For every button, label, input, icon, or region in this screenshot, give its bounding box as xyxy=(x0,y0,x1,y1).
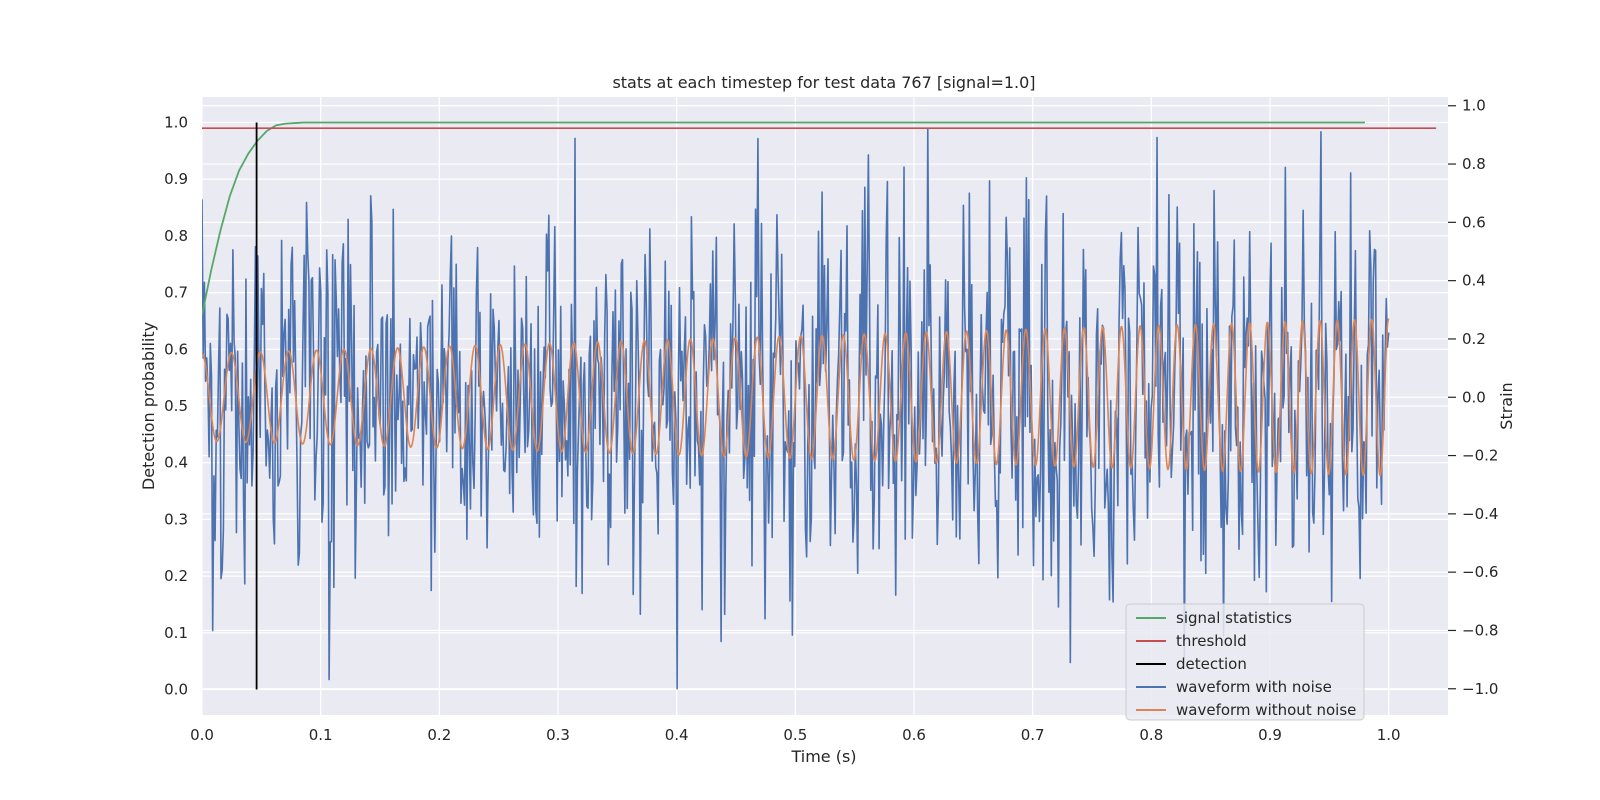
plot-lines xyxy=(202,121,1437,690)
x-tick-label: 0.9 xyxy=(1258,726,1282,744)
legend-label: detection xyxy=(1176,655,1247,673)
y-tick-label-right: −0.6 xyxy=(1462,563,1498,581)
y-tick-label-left: 0.2 xyxy=(164,567,188,585)
y-tick-label-left: 0.6 xyxy=(164,340,188,358)
y-tick-label-right: 0.0 xyxy=(1462,388,1486,406)
x-tick-label: 0.2 xyxy=(427,726,451,744)
y-tick-label-right: −1.0 xyxy=(1462,680,1498,698)
x-tick-label: 0.4 xyxy=(665,726,689,744)
y-tick-label-left: 1.0 xyxy=(164,114,188,132)
y-tick-label-right: 1.0 xyxy=(1462,97,1486,115)
y-tick-label-right: −0.8 xyxy=(1462,621,1498,639)
y-tick-label-right: −0.2 xyxy=(1462,447,1498,465)
y-axis-right-label: Strain xyxy=(1497,382,1516,429)
y-tick-label-left: 0.1 xyxy=(164,624,188,642)
x-tick-label: 0.0 xyxy=(190,726,214,744)
legend-label: waveform with noise xyxy=(1176,678,1332,696)
y-tick-label-left: 0.3 xyxy=(164,510,188,528)
y-tick-label-left: 0.9 xyxy=(164,170,188,188)
chart-title: stats at each timestep for test data 767… xyxy=(612,73,1035,92)
x-axis-ticks: 0.0 0.1 0.2 0.3 0.4 0.5 0.6 0.7 0.8 0.9 1.0 xyxy=(190,726,1401,744)
y-axis-left-label: Detection probability xyxy=(139,322,158,490)
y-tick-label-left: 0.4 xyxy=(164,454,188,472)
y-tick-label-left: 0.5 xyxy=(164,397,188,415)
y-axis-left-ticks: 0.0 0.1 0.2 0.3 0.4 0.5 0.6 0.7 0.8 0.9 1.0 xyxy=(164,114,188,699)
x-tick-label: 1.0 xyxy=(1377,726,1401,744)
legend-label: signal statistics xyxy=(1176,609,1292,627)
series-waveform-without-noise xyxy=(202,318,1390,477)
x-tick-label: 0.1 xyxy=(309,726,333,744)
y-tick-label-right: −0.4 xyxy=(1462,505,1498,523)
x-tick-label: 0.7 xyxy=(1021,726,1045,744)
legend-label: waveform without noise xyxy=(1176,701,1356,719)
y-tick-label-right: 0.4 xyxy=(1462,272,1486,290)
x-tick-label: 0.8 xyxy=(1139,726,1163,744)
y-tick-label-right: 0.6 xyxy=(1462,213,1486,231)
x-tick-label: 0.6 xyxy=(902,726,926,744)
series-signal-statistics xyxy=(202,121,1365,316)
legend-label: threshold xyxy=(1176,632,1247,650)
y-axis-right-ticks: −1.0 −0.8 −0.6 −0.4 −0.2 0.0 0.2 0.4 0.6 0.8 1.0 xyxy=(1448,97,1498,698)
x-tick-label: 0.3 xyxy=(546,726,570,744)
legend-box xyxy=(1125,603,1365,721)
y-tick-label-left: 0.8 xyxy=(164,227,188,245)
legend: signal statistics threshold detection wavef… xyxy=(1125,603,1365,721)
x-axis-label: Time (s) xyxy=(790,747,856,766)
y-tick-label-left: 0.7 xyxy=(164,284,188,302)
y-tick-label-right: 0.8 xyxy=(1462,155,1486,173)
x-tick-label: 0.5 xyxy=(783,726,807,744)
y-tick-label-right: 0.2 xyxy=(1462,330,1486,348)
y-tick-label-left: 0.0 xyxy=(164,680,188,698)
